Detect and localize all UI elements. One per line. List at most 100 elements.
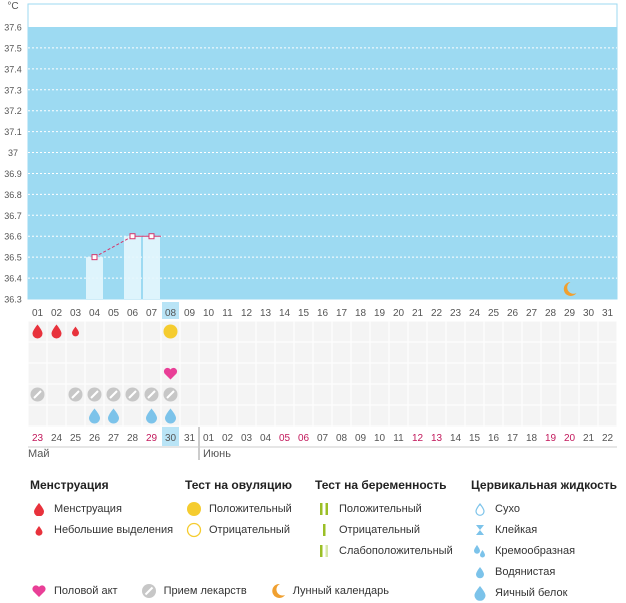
legend-item-pregnancy-positive: Положительный xyxy=(315,498,453,519)
legend-label: Положительный xyxy=(209,502,292,515)
legend-item-medicine: Прием лекарств xyxy=(140,580,247,601)
cycle-day-label: 03 xyxy=(70,308,82,319)
calendar-date-label: 03 xyxy=(241,433,253,444)
moon-icon xyxy=(269,582,287,600)
fluid-drop-icon xyxy=(165,408,176,424)
legend-item-ovulation-negative: Отрицательный xyxy=(185,519,292,540)
pill-icon-stripe xyxy=(71,390,80,399)
calendar-date-label: 12 xyxy=(412,433,424,444)
cycle-day-label: 04 xyxy=(89,308,101,319)
y-tick-label: 37.6 xyxy=(4,23,22,33)
heart-icon xyxy=(163,367,178,380)
drop-large-icon xyxy=(471,584,489,602)
temperature-bar xyxy=(143,236,160,299)
y-tick-label: 36.7 xyxy=(4,211,22,221)
plot-background xyxy=(28,27,617,299)
test-positive-icon xyxy=(315,500,333,518)
cycle-day-label: 26 xyxy=(507,308,519,319)
legend-item-pregnancy-weak: Слабоположительный xyxy=(315,540,453,561)
legend-item-dry: Сухо xyxy=(471,498,617,519)
legend-pregnancy-title: Тест на беременность xyxy=(315,478,447,492)
test-negative-icon xyxy=(315,521,333,539)
legend-pregnancy: Тест на беременность Положительный Отриц… xyxy=(315,478,453,561)
cycle-day-label: 02 xyxy=(51,308,63,319)
ovulation-positive-icon xyxy=(163,324,178,339)
calendar-date-label: 24 xyxy=(51,433,63,444)
cycle-day-label: 14 xyxy=(279,308,291,319)
pill-icon-stripe xyxy=(33,390,42,399)
ovulation-positive-icon xyxy=(185,500,203,518)
cycle-day-label: 23 xyxy=(450,308,462,319)
drop-small-icon xyxy=(30,521,48,539)
test-weak-icon xyxy=(315,542,333,560)
drop-large-icon xyxy=(30,500,48,518)
legend-ovulation-title: Тест на овуляцию xyxy=(185,478,292,492)
y-tick-label: 37 xyxy=(8,148,18,158)
legend-label: Прием лекарств xyxy=(163,584,247,597)
legend-fluid-title: Цервикальная жидкость xyxy=(471,478,618,492)
legend-label: Кремообразная xyxy=(495,544,576,557)
pill-icon-stripe xyxy=(109,390,118,399)
calendar-date-label: 22 xyxy=(602,433,614,444)
calendar-date-label: 18 xyxy=(526,433,538,444)
calendar-date-label: 27 xyxy=(108,433,120,444)
y-tick-label: 36.4 xyxy=(4,274,22,284)
legend-item-sex: Половой акт xyxy=(30,580,118,601)
legend-label: Отрицательный xyxy=(339,523,420,536)
calendar-date-label: 07 xyxy=(317,433,329,444)
temperature-line xyxy=(94,235,133,258)
creamy-icon xyxy=(471,542,489,560)
month-label-june: Июнь xyxy=(203,448,231,460)
cycle-day-label: 20 xyxy=(393,308,405,319)
calendar-date-label: 29 xyxy=(146,433,158,444)
legend-item-menstruation: Менструация xyxy=(30,498,173,519)
temperature-point xyxy=(129,233,136,240)
legend-label: Слабоположительный xyxy=(339,544,453,557)
today-day-highlight xyxy=(162,302,179,319)
calendar-date-label: 01 xyxy=(203,433,215,444)
y-tick-label: 37.2 xyxy=(4,106,22,116)
cycle-day-label: 29 xyxy=(564,308,576,319)
cycle-day-label: 28 xyxy=(545,308,557,319)
legend-item-sticky: Клейкая xyxy=(471,519,617,540)
legend-label: Положительный xyxy=(339,502,422,515)
calendar-date-label: 25 xyxy=(70,433,82,444)
menstruation-drop-icon xyxy=(72,326,79,337)
legend-label: Менструация xyxy=(54,502,122,515)
temperature-point xyxy=(148,233,155,240)
y-tick-label: 37.4 xyxy=(4,64,22,74)
cycle-day-label: 08 xyxy=(165,308,177,319)
calendar-date-label: 23 xyxy=(32,433,44,444)
calendar-date-label: 16 xyxy=(488,433,500,444)
ovulation-negative-icon xyxy=(185,521,203,539)
cycle-day-label: 01 xyxy=(32,308,44,319)
legend-label: Яичный белок xyxy=(495,586,568,599)
y-tick-label: 37.5 xyxy=(4,43,22,53)
cycle-day-label: 10 xyxy=(203,308,215,319)
y-tick-label: 36.6 xyxy=(4,232,22,242)
menstruation-drop-icon xyxy=(32,324,43,339)
cycle-day-label: 13 xyxy=(260,308,272,319)
moon-icon xyxy=(563,282,577,296)
calendar-date-label: 02 xyxy=(222,433,234,444)
legend-item-moon: Лунный календарь xyxy=(269,580,389,601)
calendar-date-label: 06 xyxy=(298,433,310,444)
cycle-day-label: 12 xyxy=(241,308,253,319)
y-tick-label: 36.3 xyxy=(4,295,22,305)
cycle-day-label: 24 xyxy=(469,308,481,319)
legend-item-spotting: Небольшие выделения xyxy=(30,519,173,540)
legend-label: Сухо xyxy=(495,502,520,515)
temperature-point xyxy=(91,254,98,261)
y-unit-label: °С xyxy=(7,1,18,12)
legend-item-creamy: Кремообразная xyxy=(471,540,617,561)
cycle-day-label: 15 xyxy=(298,308,310,319)
calendar-date-label: 21 xyxy=(583,433,595,444)
legend-label: Лунный календарь xyxy=(292,584,389,597)
cycle-day-label: 17 xyxy=(336,308,348,319)
pill-icon-stripe xyxy=(90,390,99,399)
calendar-date-label: 15 xyxy=(469,433,481,444)
y-tick-label: 36.9 xyxy=(4,169,22,179)
cycle-day-label: 19 xyxy=(374,308,386,319)
legend-label: Отрицательный xyxy=(209,523,290,536)
cycle-day-label: 06 xyxy=(127,308,139,319)
